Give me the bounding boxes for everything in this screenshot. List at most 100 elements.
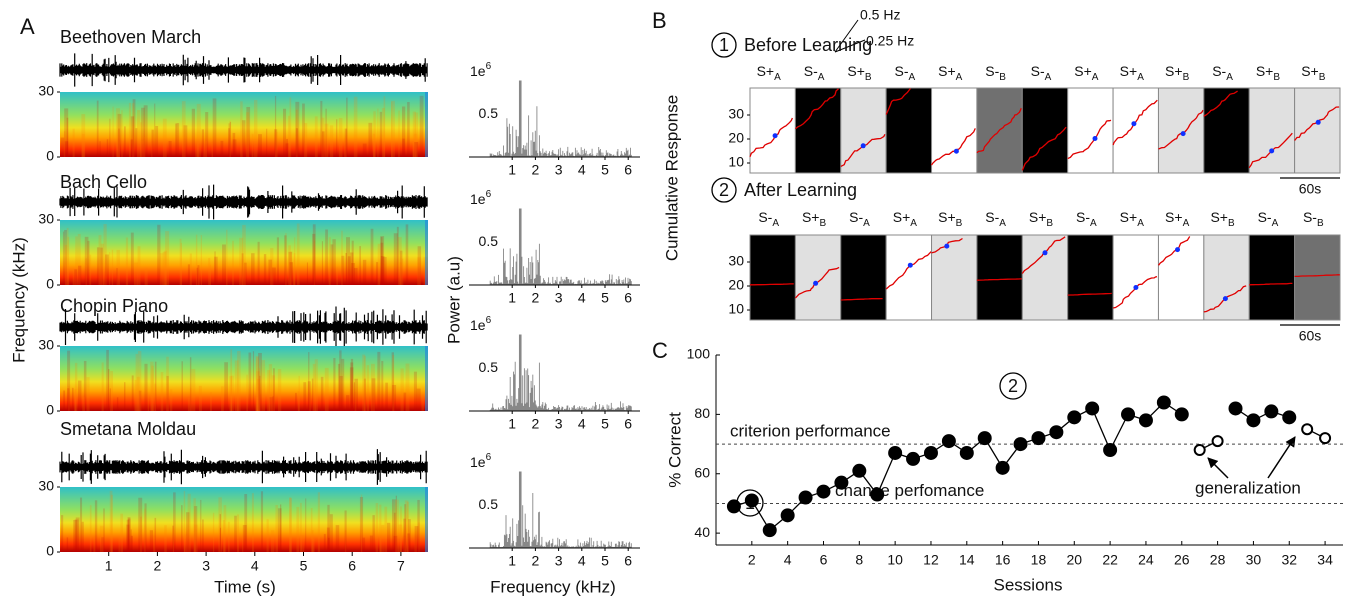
spectrogram-texture	[391, 100, 395, 157]
spectrogram-texture	[295, 109, 298, 157]
spectrogram-texture	[251, 253, 255, 285]
spectrogram-texture	[353, 267, 358, 285]
spectrogram-texture	[73, 519, 77, 552]
spectrogram-texture	[311, 530, 314, 552]
spectrogram-texture	[230, 349, 233, 411]
spectrogram-texture	[237, 350, 241, 411]
spectrogram-texture	[280, 504, 282, 552]
spectrogram-edge	[425, 346, 428, 411]
stimulus-sign: S+	[802, 209, 820, 225]
x-tick-label: 5	[300, 558, 308, 574]
stimulus-box	[931, 87, 978, 174]
stimulus-box	[1294, 87, 1341, 174]
spectrogram-texture	[126, 519, 130, 552]
spectrogram-texture	[344, 138, 347, 157]
spectrogram-texture	[333, 357, 336, 411]
spectrogram-texture	[298, 375, 300, 411]
y-tick-label: 30	[38, 337, 54, 353]
data-point	[1138, 413, 1153, 428]
y-tick-label: 0	[46, 402, 54, 418]
arrow	[1207, 457, 1229, 479]
spectrogram-texture	[74, 269, 78, 285]
spectrogram-texture	[296, 223, 300, 285]
spectrogram-texture	[311, 378, 314, 411]
y-tick-label: 80	[694, 405, 710, 421]
power-scale: 1e6	[470, 61, 492, 79]
stimulus-label: S+A	[1074, 63, 1099, 83]
spectrogram-texture	[324, 367, 329, 411]
data-point	[1049, 425, 1064, 440]
spectrogram-texture	[112, 106, 114, 157]
spectrogram-texture	[127, 517, 131, 552]
panel-b: B 0.5 Hz 0.25 Hz Cumulative Response 1 Be…	[652, 7, 1341, 344]
spectrogram-texture	[127, 518, 131, 552]
spectrogram-texture	[326, 527, 330, 552]
response-trace	[750, 283, 794, 286]
x-tick-label: 14	[959, 552, 975, 568]
spectrogram-texture	[285, 143, 289, 157]
spectrogram-texture	[218, 497, 222, 552]
data-point	[1211, 435, 1224, 448]
spectrogram-texture	[229, 120, 231, 157]
spectrogram-texture	[164, 525, 167, 552]
stimulus-box	[840, 234, 887, 321]
spectrogram-texture	[137, 110, 141, 157]
spectrogram-texture	[274, 131, 278, 157]
x-tick-label: 18	[1031, 552, 1047, 568]
spectrogram-texture	[257, 241, 260, 285]
spectrogram-texture	[360, 494, 363, 552]
spectrogram-texture	[223, 505, 227, 552]
spectrogram-texture	[229, 122, 232, 157]
x-tick-label: 4	[784, 552, 792, 568]
spectrogram-texture	[362, 537, 366, 552]
response-trace	[1021, 126, 1067, 171]
spectrogram-texture	[63, 131, 66, 157]
spectrogram-texture	[209, 264, 211, 285]
data-point	[1031, 431, 1046, 446]
stimulus-sign: S-	[758, 209, 772, 225]
x-tick-label: 6	[624, 290, 632, 306]
x-tick-label: 6	[624, 162, 632, 178]
spectrogram-texture	[366, 365, 370, 411]
spectrogram-texture	[172, 525, 174, 552]
spectrogram-texture	[134, 379, 137, 411]
spectrogram-texture	[314, 359, 318, 411]
stimulus-box	[1157, 87, 1205, 174]
y-tick-label: 30	[38, 211, 54, 227]
reward-marker	[1042, 250, 1048, 256]
spectrogram-texture	[219, 514, 221, 552]
spectrogram-texture	[232, 132, 236, 157]
spectrogram-texture	[110, 370, 113, 411]
spectrogram-texture	[313, 240, 316, 285]
spectrogram-texture	[211, 143, 213, 157]
reward-marker	[1269, 148, 1275, 154]
spectrogram-texture	[277, 508, 282, 552]
spectrogram-texture	[109, 388, 112, 411]
annotation: generalization	[1195, 478, 1301, 497]
spectrogram-texture	[144, 508, 146, 552]
spectrogram-texture	[325, 229, 328, 285]
spectrogram-texture	[100, 243, 105, 285]
response-trace	[840, 297, 883, 301]
spectrogram-texture	[109, 490, 113, 552]
spectrogram-texture	[372, 133, 375, 157]
spectrogram-texture	[234, 360, 239, 411]
spectrogram-texture	[417, 257, 421, 285]
spectrogram-texture	[330, 244, 334, 285]
row-number: 2	[719, 180, 729, 200]
power-scale-base: 1e	[470, 317, 486, 333]
spectrogram-texture	[272, 267, 276, 285]
x-tick-label: 4	[251, 558, 259, 574]
spectrogram-texture	[328, 237, 331, 285]
piece-title: Chopin Piano	[60, 296, 168, 316]
reward-marker	[813, 280, 819, 286]
spectrogram-texture	[155, 126, 159, 157]
spectrogram-texture	[375, 503, 379, 552]
spectrogram	[60, 487, 428, 552]
x-tick-label: 20	[1066, 552, 1082, 568]
spectrogram-texture	[372, 515, 375, 552]
spectrogram	[60, 346, 428, 411]
data-point	[1013, 437, 1028, 452]
stimulus-box	[749, 234, 796, 321]
spectrogram-texture	[346, 97, 348, 157]
